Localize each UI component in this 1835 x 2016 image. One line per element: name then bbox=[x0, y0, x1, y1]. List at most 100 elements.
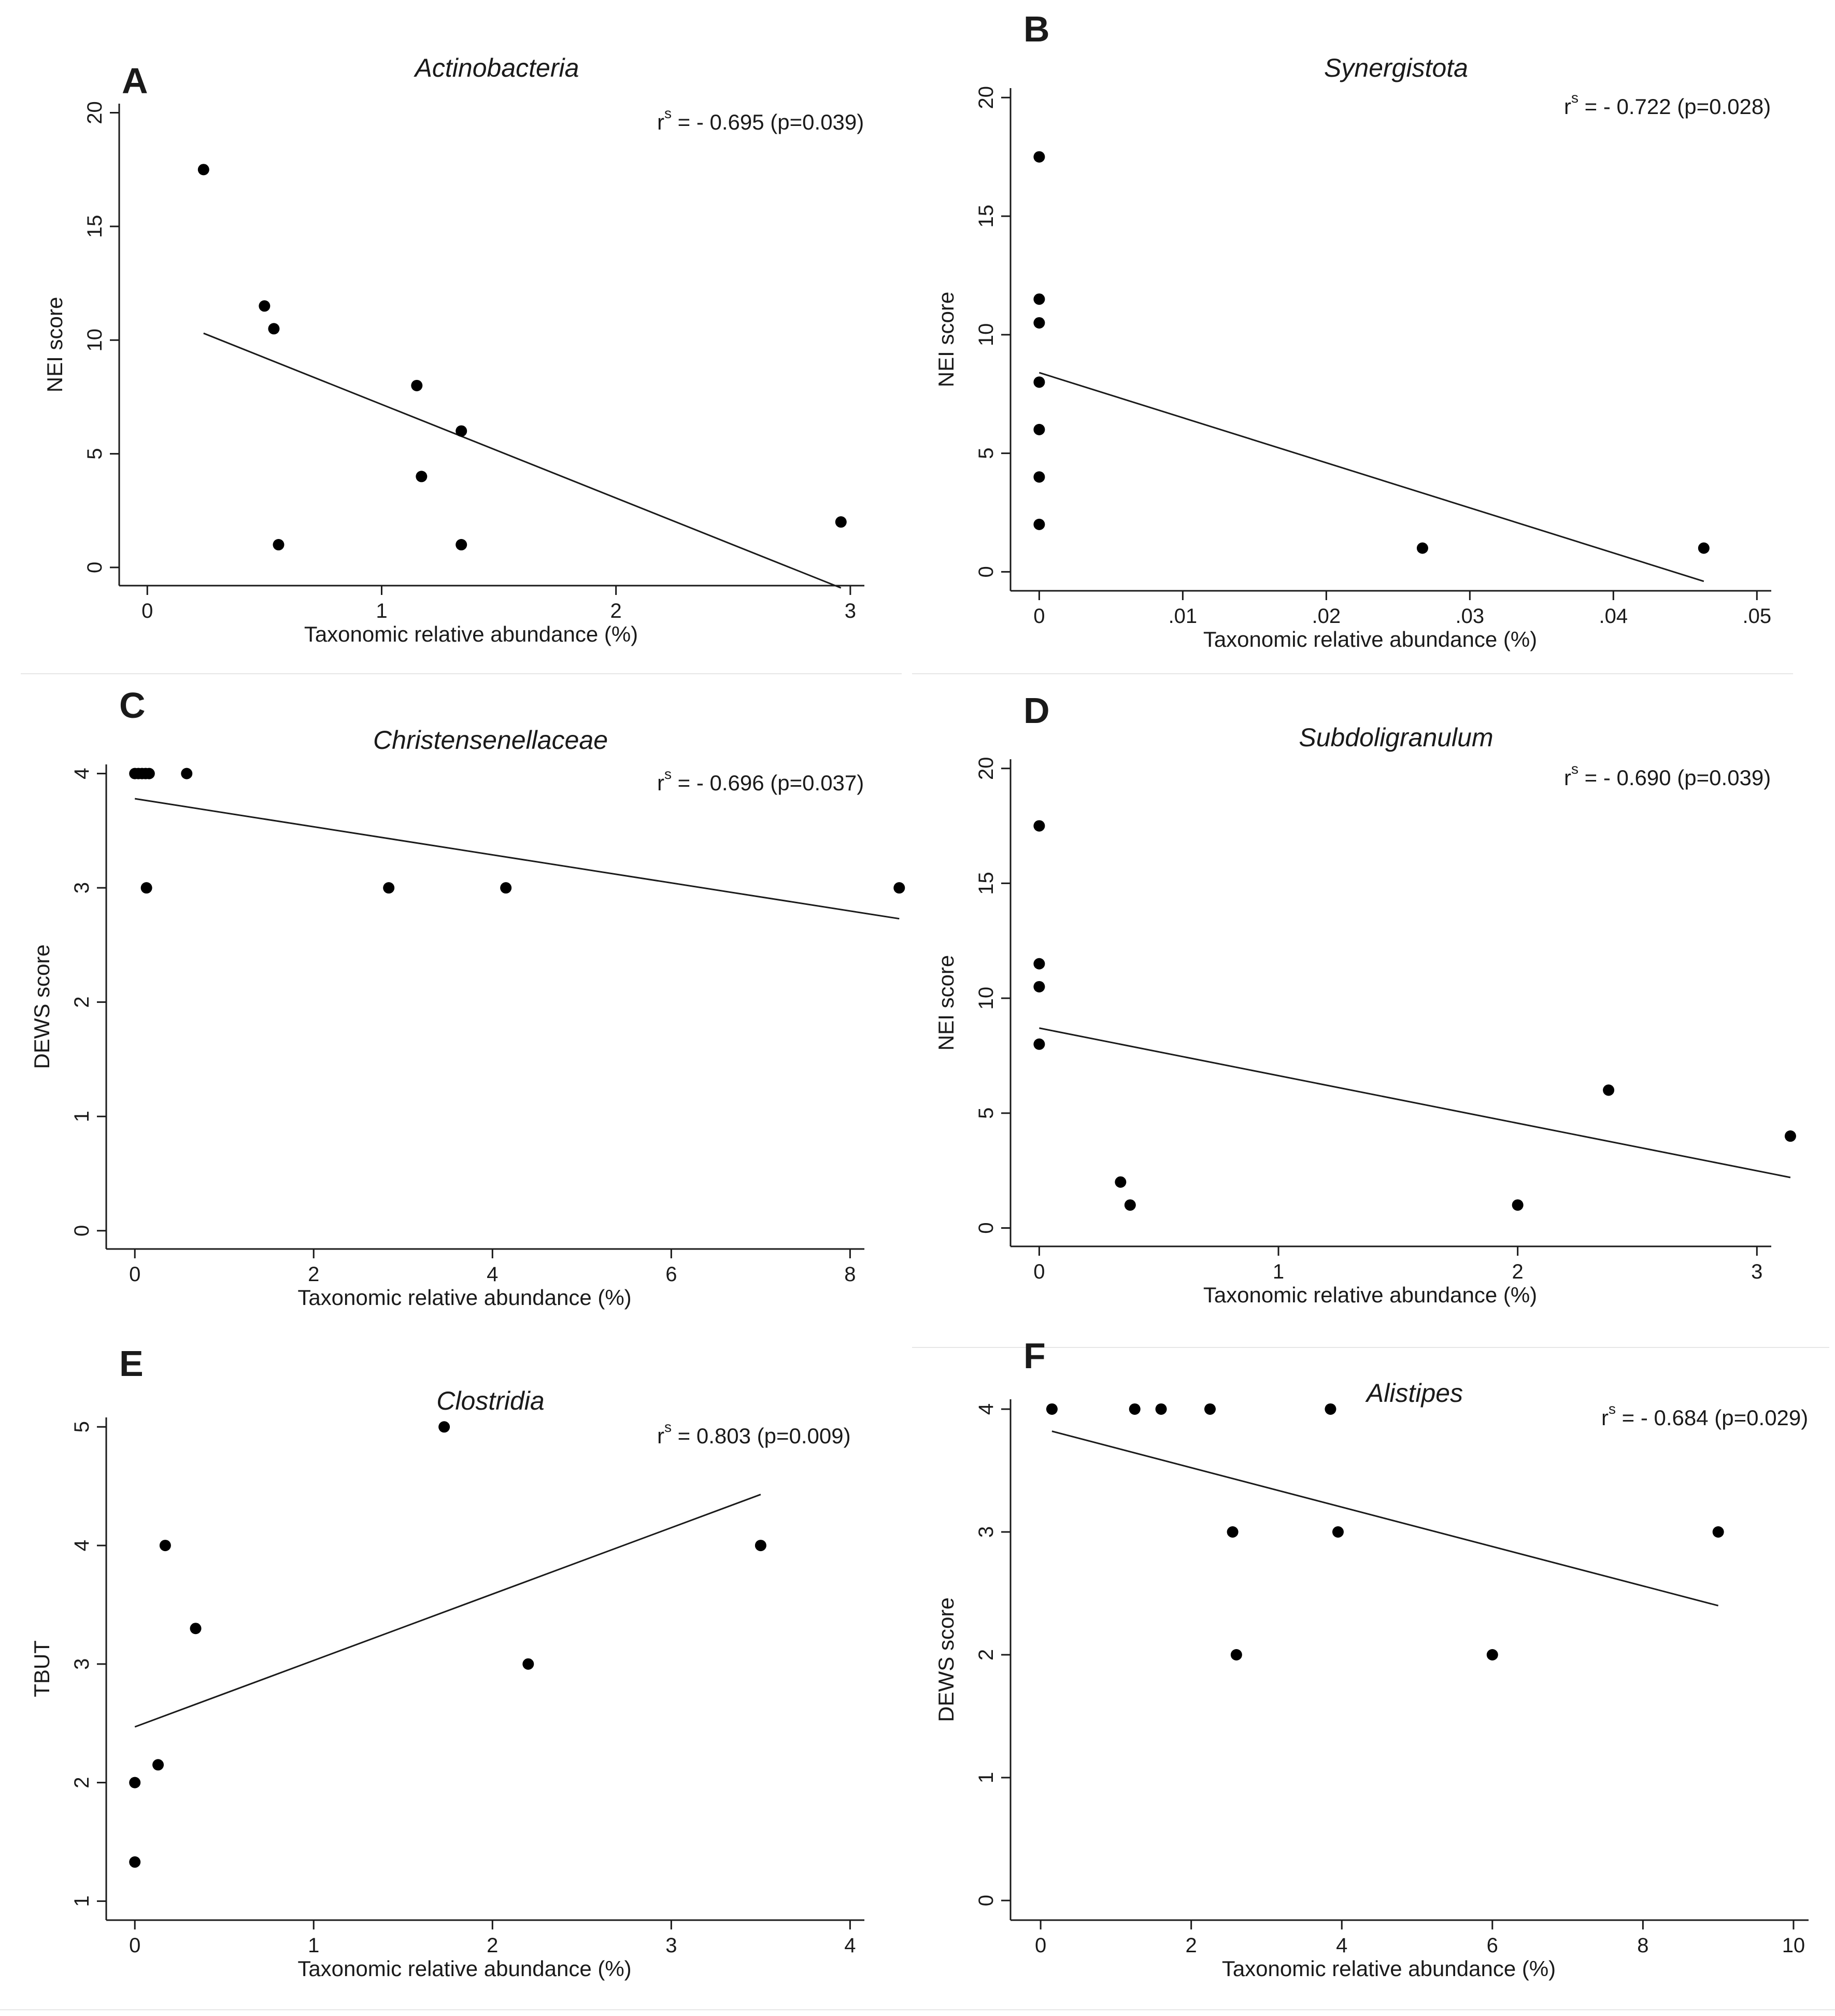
y-tick-label: 20 bbox=[975, 757, 998, 780]
y-tick-label: 0 bbox=[975, 566, 998, 577]
data-point bbox=[1204, 1403, 1216, 1415]
data-point bbox=[1033, 981, 1045, 992]
annotation-sup: s bbox=[664, 766, 672, 782]
y-axis-label: NEI score bbox=[42, 297, 67, 392]
x-tick-label: 2 bbox=[1512, 1260, 1524, 1283]
y-tick-label: 15 bbox=[83, 215, 106, 238]
data-point bbox=[152, 1759, 164, 1771]
data-point bbox=[383, 882, 395, 894]
panel-e: 0 1 2 3 4 1 2 3 4 5 Taxonomic relative abundance (… bbox=[30, 1343, 864, 1981]
panel-letter: E bbox=[119, 1343, 144, 1384]
correlation-annotation: rs = - 0.684 (p=0.029) bbox=[1601, 1401, 1808, 1430]
annotation-r: r bbox=[1564, 765, 1571, 790]
annotation-text: = - 0.695 (p=0.039) bbox=[672, 110, 864, 134]
data-point bbox=[1115, 1176, 1127, 1188]
data-point bbox=[416, 471, 428, 482]
data-point bbox=[273, 539, 285, 551]
x-tick-label: 6 bbox=[1487, 1934, 1498, 1957]
fit-line bbox=[134, 1494, 761, 1728]
x-tick-label: 0 bbox=[141, 600, 153, 622]
y-tick-label: 15 bbox=[975, 872, 998, 895]
y-tick-label: 1 bbox=[70, 1111, 93, 1122]
x-tick-label: 0 bbox=[1035, 1934, 1046, 1957]
x-axis-label: Taxonomic relative abundance (%) bbox=[1222, 1956, 1556, 1981]
data-point bbox=[1033, 958, 1045, 970]
data-point bbox=[456, 539, 467, 551]
fit-line bbox=[1051, 1430, 1719, 1607]
data-point bbox=[197, 164, 209, 176]
data-point bbox=[1033, 293, 1045, 305]
y-tick-label: 2 bbox=[70, 997, 93, 1008]
data-point bbox=[268, 323, 280, 335]
x-tick-label: .05 bbox=[1742, 605, 1771, 628]
x-tick-label: 4 bbox=[844, 1934, 856, 1957]
y-tick-label: 3 bbox=[975, 1526, 998, 1538]
x-tick-label: 8 bbox=[1637, 1934, 1648, 1957]
y-tick-label: 5 bbox=[975, 1108, 998, 1119]
y-tick-label: 10 bbox=[83, 329, 106, 352]
annotation-r: r bbox=[657, 1424, 664, 1448]
y-axis-label: TBUT bbox=[30, 1640, 54, 1697]
x-tick-label: 0 bbox=[1033, 605, 1045, 628]
y-tick-label: 10 bbox=[975, 987, 998, 1010]
x-axis-label: Taxonomic relative abundance (%) bbox=[304, 622, 638, 646]
data-point bbox=[411, 379, 423, 391]
y-tick-label: 20 bbox=[83, 101, 106, 124]
data-point bbox=[1603, 1084, 1615, 1096]
data-point bbox=[1046, 1403, 1058, 1415]
x-tick-label: 4 bbox=[487, 1263, 498, 1286]
data-point bbox=[1124, 1199, 1136, 1211]
y-tick-label: 15 bbox=[975, 205, 998, 228]
data-point bbox=[1712, 1526, 1724, 1538]
x-tick-label: 3 bbox=[665, 1934, 677, 1957]
y-tick-label: 2 bbox=[975, 1649, 998, 1660]
data-point bbox=[129, 1777, 141, 1788]
annotation-text: = - 0.722 (p=0.028) bbox=[1578, 94, 1771, 119]
data-point bbox=[522, 1658, 534, 1670]
data-point bbox=[143, 768, 155, 779]
y-tick-label: 3 bbox=[70, 882, 93, 893]
x-tick-label: 2 bbox=[610, 600, 622, 622]
y-tick-label: 5 bbox=[83, 448, 106, 459]
correlation-annotation: rs = - 0.722 (p=0.028) bbox=[1564, 90, 1771, 119]
y-tick-label: 5 bbox=[975, 447, 998, 459]
data-point bbox=[140, 882, 152, 894]
x-axis-label: Taxonomic relative abundance (%) bbox=[1203, 627, 1537, 651]
x-tick-label: 1 bbox=[1273, 1260, 1284, 1283]
annotation-text: = - 0.696 (p=0.037) bbox=[672, 771, 864, 795]
x-axis-label: Taxonomic relative abundance (%) bbox=[297, 1956, 631, 1981]
x-tick-label: .04 bbox=[1599, 605, 1628, 628]
data-point bbox=[181, 768, 193, 779]
annotation-text: = - 0.684 (p=0.029) bbox=[1616, 1405, 1808, 1430]
y-tick-label: 4 bbox=[70, 1540, 93, 1551]
x-axis-label: Taxonomic relative abundance (%) bbox=[1203, 1283, 1537, 1307]
panel-letter: D bbox=[1023, 690, 1050, 731]
data-point bbox=[1033, 376, 1045, 388]
y-tick-label: 0 bbox=[975, 1895, 998, 1906]
x-tick-label: .01 bbox=[1169, 605, 1198, 628]
annotation-sup: s bbox=[1571, 761, 1578, 777]
fit-line bbox=[134, 798, 900, 920]
panel-letter: C bbox=[119, 685, 146, 726]
y-tick-label: 20 bbox=[975, 86, 998, 109]
annotation-sup: s bbox=[1609, 1401, 1616, 1417]
x-tick-label: 1 bbox=[376, 600, 387, 622]
data-point bbox=[1332, 1526, 1344, 1538]
annotation-text: = 0.803 (p=0.009) bbox=[672, 1424, 851, 1448]
panel-title: Subdoligranulum bbox=[1299, 723, 1493, 752]
data-point bbox=[1698, 542, 1710, 554]
annotation-sup: s bbox=[664, 105, 672, 121]
data-point bbox=[190, 1623, 202, 1635]
fit-line bbox=[203, 332, 842, 589]
y-tick-label: 3 bbox=[70, 1658, 93, 1670]
x-tick-label: .02 bbox=[1312, 605, 1341, 628]
annotation-sup: s bbox=[1571, 90, 1578, 106]
x-tick-label: 3 bbox=[845, 600, 856, 622]
x-tick-label: 8 bbox=[844, 1263, 856, 1286]
annotation-r: r bbox=[1601, 1405, 1609, 1430]
panel-b: 0 .01 .02 .03 .04 .05 0 5 10 15 20 Taxonomic relati… bbox=[934, 9, 1771, 651]
data-point bbox=[1512, 1199, 1524, 1211]
data-point bbox=[1033, 317, 1045, 329]
panel-title: Christensenellaceae bbox=[373, 726, 608, 755]
x-tick-label: 2 bbox=[1186, 1934, 1197, 1957]
